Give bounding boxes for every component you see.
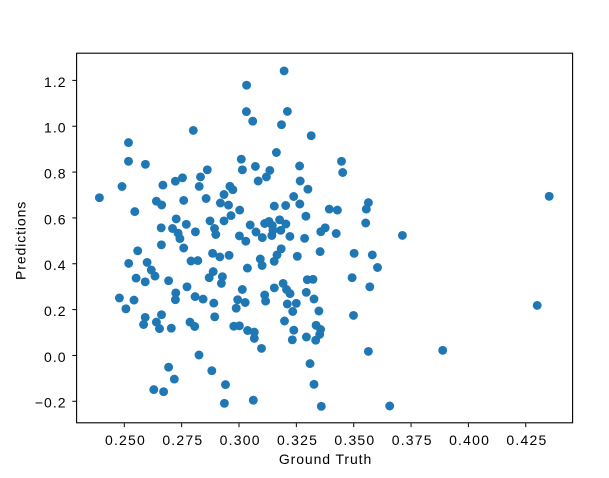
- svg-text:Predictions: Predictions: [13, 201, 29, 280]
- svg-text:0.300: 0.300: [220, 432, 261, 448]
- svg-text:0.2: 0.2: [44, 303, 66, 319]
- svg-text:0.350: 0.350: [334, 432, 375, 448]
- svg-text:0.6: 0.6: [44, 211, 66, 227]
- svg-text:Ground Truth: Ground Truth: [279, 451, 372, 467]
- svg-text:0.400: 0.400: [449, 432, 490, 448]
- svg-text:0.250: 0.250: [105, 432, 146, 448]
- svg-text:0.425: 0.425: [506, 432, 547, 448]
- svg-text:0.275: 0.275: [162, 432, 203, 448]
- svg-text:1.2: 1.2: [44, 74, 66, 90]
- svg-text:0.0: 0.0: [44, 349, 66, 365]
- svg-text:−0.2: −0.2: [35, 395, 67, 411]
- svg-text:0.4: 0.4: [44, 257, 66, 273]
- svg-text:0.325: 0.325: [277, 432, 318, 448]
- svg-text:0.375: 0.375: [392, 432, 433, 448]
- svg-text:1.0: 1.0: [44, 120, 66, 136]
- svg-text:0.8: 0.8: [44, 165, 66, 181]
